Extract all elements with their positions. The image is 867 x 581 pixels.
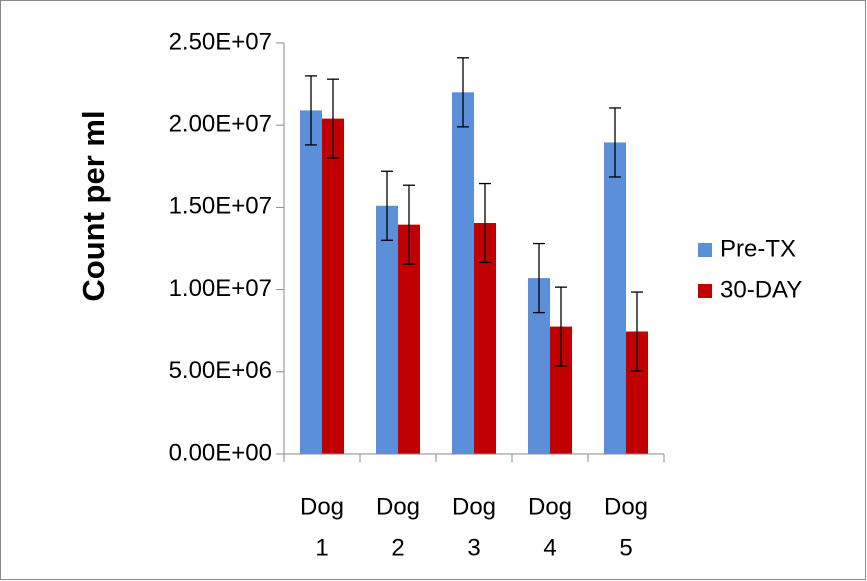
bar-pre-tx-5 — [604, 142, 626, 454]
legend-swatch — [698, 243, 712, 257]
legend-swatch — [698, 284, 712, 298]
error-bar — [555, 286, 567, 367]
error-bars — [305, 57, 643, 372]
x-category-label: 5 — [619, 534, 632, 561]
error-bar — [403, 184, 415, 265]
error-bar — [479, 182, 491, 264]
error-bar — [305, 75, 317, 146]
bar-pre-tx-3 — [452, 92, 474, 454]
bar-30-day-1 — [322, 118, 344, 455]
error-bar — [381, 170, 393, 241]
y-tick-label: 2.00E+07 — [169, 111, 272, 138]
x-category-label: 4 — [543, 534, 556, 561]
x-category-label: Dog — [300, 493, 344, 520]
x-category-label: 3 — [467, 534, 480, 561]
bar-30-day-3 — [474, 223, 496, 454]
y-axis-ticks: 0.00E+00 5.00E+06 1.00E+07 1.50E+07 2.00E+07… — [169, 28, 284, 466]
x-category-label: Dog — [376, 493, 420, 520]
bar-30-day-5 — [626, 331, 648, 454]
error-bar — [533, 242, 545, 314]
bars — [300, 92, 648, 455]
error-bar — [457, 57, 469, 128]
bar-30-day-4 — [550, 326, 572, 454]
bar-pre-tx-2 — [376, 205, 398, 454]
x-category-label: Dog — [604, 493, 648, 520]
legend: Pre-TX 30-DAY — [698, 235, 802, 303]
legend-label: Pre-TX — [720, 235, 796, 262]
x-category-label: 2 — [391, 534, 404, 561]
error-bar — [327, 78, 339, 159]
y-axis-title: Count per ml — [76, 110, 111, 301]
y-tick-label: 1.00E+07 — [169, 275, 272, 302]
axes — [283, 43, 665, 462]
x-category-label: 1 — [315, 534, 328, 561]
error-bar — [631, 291, 643, 372]
bar-pre-tx-1 — [300, 110, 322, 455]
bar-pre-tx-4 — [528, 278, 550, 454]
bar-30-day-2 — [398, 224, 420, 454]
y-tick-label: 2.50E+07 — [169, 28, 272, 55]
x-category-label: Dog — [528, 493, 572, 520]
x-category-label: Dog — [452, 493, 496, 520]
y-tick-label: 0.00E+00 — [169, 439, 272, 466]
x-axis-categories: Dog 1 Dog 2 Dog 3 Dog 4 Dog 5 — [300, 493, 648, 561]
y-tick-label: 1.50E+07 — [169, 193, 272, 220]
y-tick-label: 5.00E+06 — [169, 357, 272, 384]
legend-label: 30-DAY — [720, 276, 802, 303]
error-bar — [609, 107, 621, 178]
